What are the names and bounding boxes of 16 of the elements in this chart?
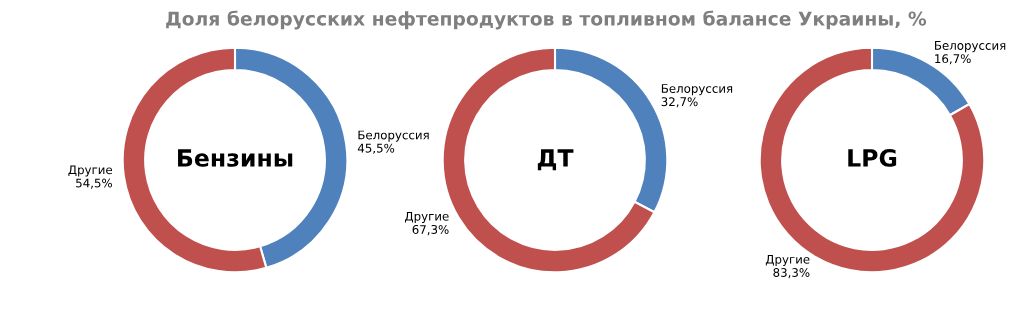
slice-label: Другие [68, 165, 113, 177]
data-label: 83,3% [773, 268, 810, 279]
text: Доля белорусских нефтепродуктов в топливном балансе Украины, % [166, 10, 927, 30]
slice-label: Другие [765, 254, 810, 267]
slice-label: Другие [404, 211, 449, 223]
text: LPG [848, 148, 897, 167]
data-label: 45,5% [357, 143, 395, 154]
text: Бензины [178, 149, 293, 167]
slice-label: Белоруссия [358, 130, 429, 142]
text: ДТ [537, 149, 574, 171]
data-label: 32,7% [661, 97, 698, 108]
data-label: 16,7% [935, 54, 971, 65]
data-label: 54,5% [76, 178, 113, 189]
data-label: 67,3% [412, 225, 449, 236]
slice-label: Белоруссия [661, 84, 733, 96]
slice-label: Белоруссия [935, 41, 1006, 53]
